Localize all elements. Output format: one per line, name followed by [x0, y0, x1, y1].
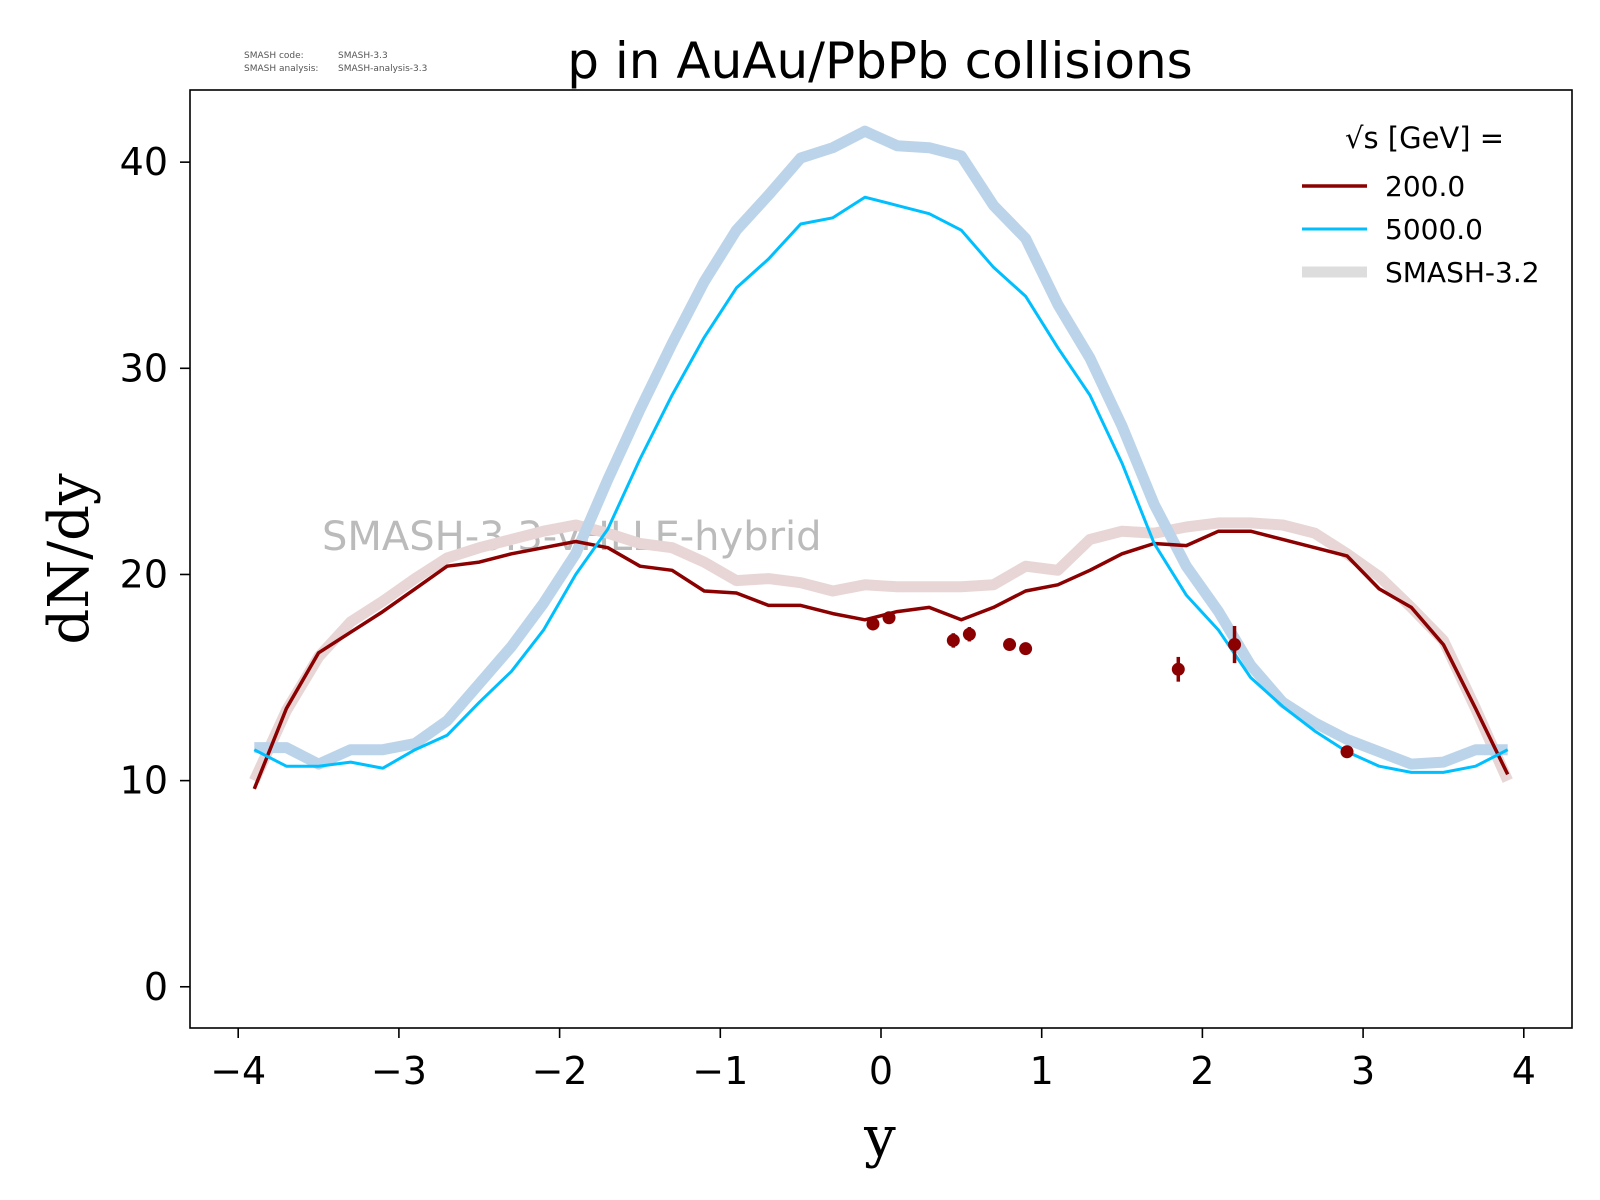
exp-point — [1171, 662, 1185, 676]
exp-point — [1003, 638, 1017, 652]
y-axis-label: dN/dy — [37, 473, 102, 645]
meta-analysis-label: SMASH analysis: — [244, 64, 318, 74]
meta-code-label: SMASH code: — [244, 51, 304, 61]
exp-point — [1019, 642, 1033, 656]
x-tick-label: −1 — [692, 1049, 748, 1093]
exp-point — [946, 633, 960, 647]
y-tick-label: 20 — [120, 552, 168, 596]
y-tick-label: 0 — [144, 965, 168, 1009]
legend-label-200: 200.0 — [1385, 170, 1465, 203]
exp-point — [1228, 638, 1242, 652]
series-line-5000.0 — [253, 195, 1509, 774]
y-tick-label: 10 — [120, 759, 168, 803]
x-tick-label: 3 — [1351, 1049, 1375, 1093]
meta-code-value: SMASH-3.3 — [338, 51, 388, 61]
x-tick-label: −2 — [532, 1049, 588, 1093]
legend-label-5000: 5000.0 — [1385, 213, 1483, 246]
x-axis: −4 −3 −2 −1 0 1 2 3 4 — [210, 1028, 1536, 1093]
legend-title: √s [GeV] = — [1345, 121, 1504, 155]
meta-analysis-value: SMASH-analysis-3.3 — [338, 64, 427, 74]
x-tick-label: −3 — [371, 1049, 427, 1093]
exp-point — [1340, 745, 1354, 759]
reference-series-group — [249, 125, 1513, 783]
exp-point — [962, 627, 976, 641]
x-tick-label: −4 — [210, 1049, 266, 1093]
x-tick-label: 1 — [1030, 1049, 1054, 1093]
exp-point — [882, 611, 896, 625]
series-group — [252, 195, 1510, 790]
y-tick-label: 40 — [120, 140, 168, 184]
reference-line-5000.0 — [254, 125, 1508, 770]
x-tick-label: 4 — [1512, 1049, 1536, 1093]
y-tick-label: 30 — [120, 346, 168, 390]
series-line-200.0 — [252, 529, 1510, 790]
experimental-data-group — [866, 611, 1354, 759]
x-tick-label: 2 — [1190, 1049, 1214, 1093]
legend-label-smash-3-2: SMASH-3.2 — [1385, 256, 1540, 289]
x-tick-label: 0 — [869, 1049, 893, 1093]
reference-line-200.0 — [249, 517, 1513, 783]
exp-point — [866, 617, 880, 631]
y-axis: 0 10 20 30 40 — [120, 140, 190, 1009]
legend: √s [GeV] = 200.0 5000.0 SMASH-3.2 — [1302, 121, 1540, 289]
x-axis-label: y — [863, 1105, 896, 1170]
chart-title: p in AuAu/PbPb collisions — [567, 32, 1192, 90]
